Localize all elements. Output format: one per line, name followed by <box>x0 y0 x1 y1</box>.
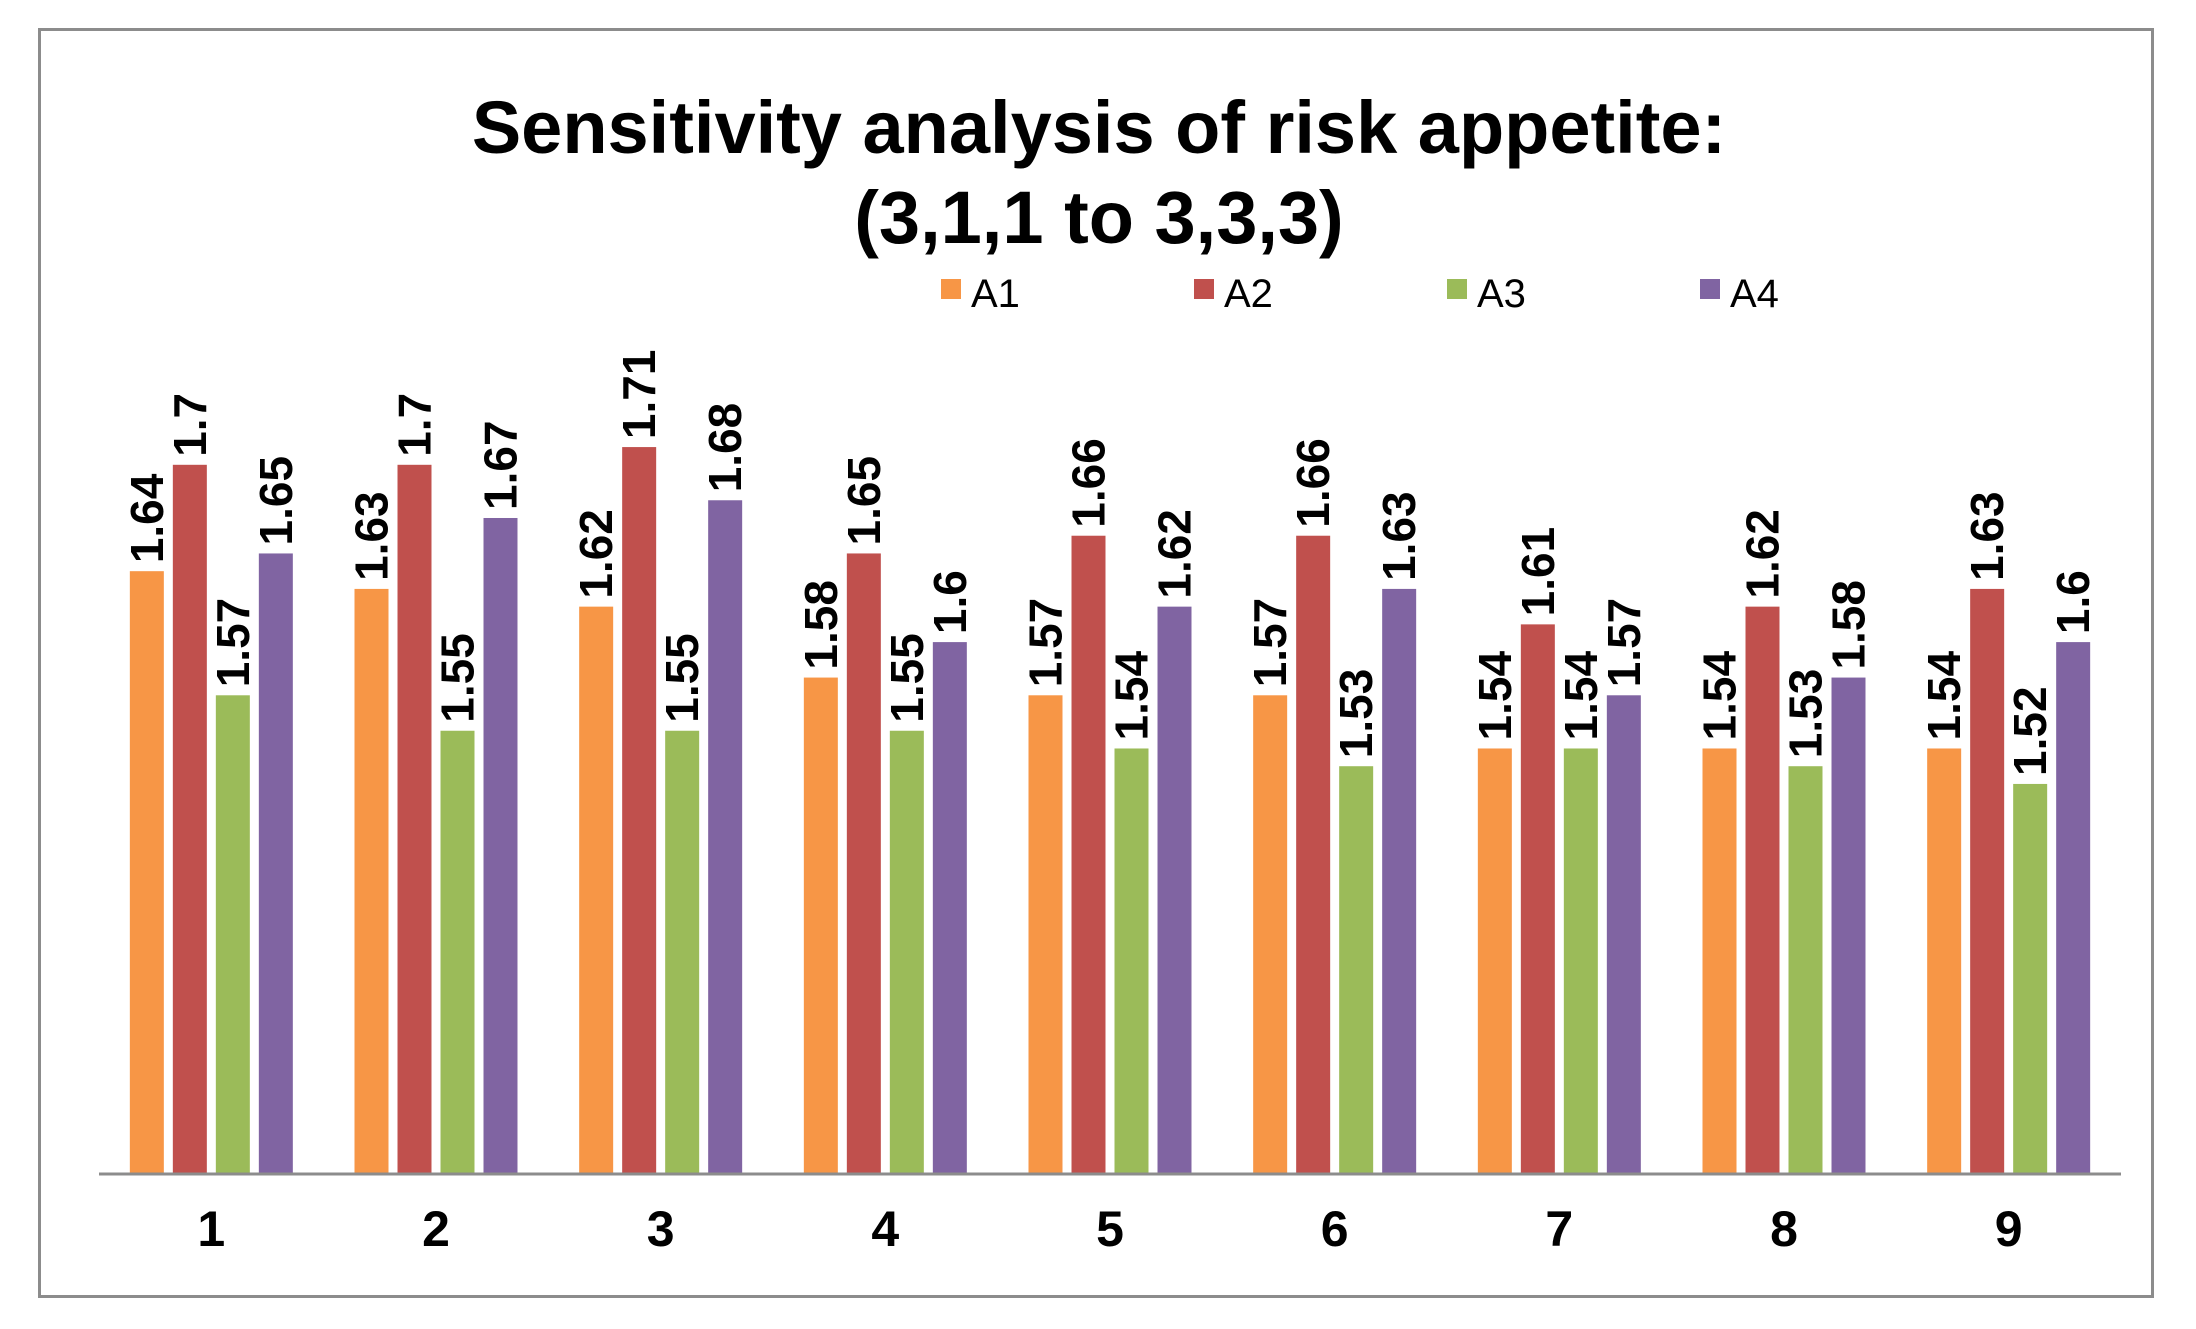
data-label-a3-4: 1.55 <box>881 633 933 723</box>
data-label-a4-3: 1.68 <box>699 403 751 493</box>
bar-a2-4 <box>846 553 881 1174</box>
data-label-a4-9: 1.6 <box>2047 570 2099 634</box>
legend-label-a2: A2 <box>1224 272 1273 316</box>
x-tick-label-5: 5 <box>1096 1201 1124 1257</box>
bar-a1-3 <box>579 606 614 1174</box>
data-label-group: 1.64 1.7 1.57 1.65 1.63 1.7 1.55 1.67 1.62 1.71 1.… <box>121 350 2099 776</box>
data-label-a2-7: 1.61 <box>1512 527 1564 617</box>
bar-a4-7 <box>1606 695 1641 1174</box>
data-label-a1-2: 1.63 <box>346 491 398 581</box>
bar-a2-7 <box>1520 624 1555 1174</box>
bar-a3-3 <box>665 730 700 1174</box>
x-tick-group: 1 2 3 4 5 6 7 8 9 <box>197 1201 2022 1257</box>
bar-a1-8 <box>1702 748 1737 1174</box>
data-label-a3-6: 1.53 <box>1330 669 1382 759</box>
bar-a2-6 <box>1296 535 1331 1174</box>
data-label-a4-8: 1.58 <box>1823 580 1875 670</box>
data-label-a2-5: 1.66 <box>1063 438 1115 528</box>
data-label-a1-5: 1.57 <box>1020 598 1072 688</box>
data-label-a1-8: 1.54 <box>1694 651 1746 741</box>
bar-a3-2 <box>440 730 475 1174</box>
data-label-a2-3: 1.71 <box>613 350 665 440</box>
legend-label-a4: A4 <box>1730 272 1779 316</box>
bar-a2-2 <box>397 464 432 1174</box>
data-label-a1-3: 1.62 <box>570 509 622 599</box>
x-tick-label-6: 6 <box>1321 1201 1349 1257</box>
data-label-a4-5: 1.62 <box>1149 509 1201 599</box>
bar-a3-7 <box>1563 748 1598 1174</box>
bar-a4-9 <box>2056 642 2091 1174</box>
bar-a4-3 <box>708 500 743 1174</box>
data-label-a3-1: 1.57 <box>207 598 259 688</box>
data-label-a4-4: 1.6 <box>924 570 976 634</box>
bar-a2-8 <box>1745 606 1780 1174</box>
data-label-a4-1: 1.65 <box>250 456 302 546</box>
bar-a1-1 <box>129 571 164 1174</box>
bar-a3-1 <box>215 695 250 1174</box>
x-tick-label-1: 1 <box>197 1201 225 1257</box>
bar-a3-8 <box>1788 766 1823 1174</box>
bar-a4-4 <box>932 642 967 1174</box>
data-label-a1-7: 1.54 <box>1469 651 1521 741</box>
data-label-a4-2: 1.67 <box>475 420 527 510</box>
chart-title: Sensitivity analysis of risk appetite: <box>472 86 1726 169</box>
bar-a3-5 <box>1114 748 1149 1174</box>
data-label-a3-8: 1.53 <box>1780 669 1832 759</box>
data-label-a4-6: 1.63 <box>1373 491 1425 581</box>
data-label-a1-6: 1.57 <box>1244 598 1296 688</box>
bar-a4-6 <box>1382 588 1417 1174</box>
bar-a1-6 <box>1253 695 1288 1174</box>
data-label-a3-9: 1.52 <box>2004 686 2056 776</box>
x-tick-label-8: 8 <box>1770 1201 1798 1257</box>
chart-legend: A1 A2 A3 A4 <box>941 272 1779 316</box>
bar-a2-9 <box>1970 588 2005 1174</box>
legend-swatch-a3 <box>1447 279 1467 299</box>
data-label-a1-1: 1.64 <box>121 473 173 563</box>
x-tick-label-7: 7 <box>1545 1201 1573 1257</box>
x-tick-label-9: 9 <box>1995 1201 2023 1257</box>
data-label-a3-5: 1.54 <box>1106 651 1158 741</box>
bar-a2-1 <box>172 464 207 1174</box>
data-label-a1-4: 1.58 <box>795 580 847 670</box>
legend-swatch-a4 <box>1700 279 1720 299</box>
bar-a1-5 <box>1028 695 1063 1174</box>
data-label-a2-2: 1.7 <box>389 393 441 457</box>
bar-a1-4 <box>803 677 838 1174</box>
x-tick-label-3: 3 <box>647 1201 675 1257</box>
data-label-a2-9: 1.63 <box>1961 491 2013 581</box>
data-label-a2-4: 1.65 <box>838 456 890 546</box>
bar-a1-2 <box>354 588 389 1174</box>
chart-subtitle: (3,1,1 to 3,3,3) <box>854 176 1343 259</box>
bar-a4-5 <box>1157 606 1192 1174</box>
data-label-a3-3: 1.55 <box>656 633 708 723</box>
bar-a4-1 <box>258 553 293 1174</box>
bar-a4-2 <box>483 517 518 1174</box>
bar-a1-7 <box>1477 748 1512 1174</box>
data-label-a3-7: 1.54 <box>1555 651 1607 741</box>
x-tick-label-4: 4 <box>871 1201 899 1257</box>
bar-a3-9 <box>2013 783 2048 1174</box>
legend-swatch-a1 <box>941 279 961 299</box>
data-label-a1-9: 1.54 <box>1918 651 1970 741</box>
x-tick-label-2: 2 <box>422 1201 450 1257</box>
legend-label-a3: A3 <box>1477 272 1526 316</box>
legend-label-a1: A1 <box>971 272 1020 316</box>
bar-a1-9 <box>1927 748 1962 1174</box>
bar-group <box>129 447 2091 1174</box>
data-label-a4-7: 1.57 <box>1598 598 1650 688</box>
bar-a3-4 <box>889 730 924 1174</box>
data-label-a2-8: 1.62 <box>1737 509 1789 599</box>
data-label-a3-2: 1.55 <box>432 633 484 723</box>
data-label-a2-6: 1.66 <box>1287 438 1339 528</box>
data-label-a2-1: 1.7 <box>164 393 216 457</box>
bar-a4-8 <box>1831 677 1866 1174</box>
bar-chart: Sensitivity analysis of risk appetite: (… <box>99 86 2121 1257</box>
bar-a2-5 <box>1071 535 1106 1174</box>
bar-a2-3 <box>622 447 657 1174</box>
bar-a3-6 <box>1339 766 1374 1174</box>
legend-swatch-a2 <box>1194 279 1214 299</box>
chart-frame: Sensitivity analysis of risk appetite: (… <box>38 28 2154 1298</box>
